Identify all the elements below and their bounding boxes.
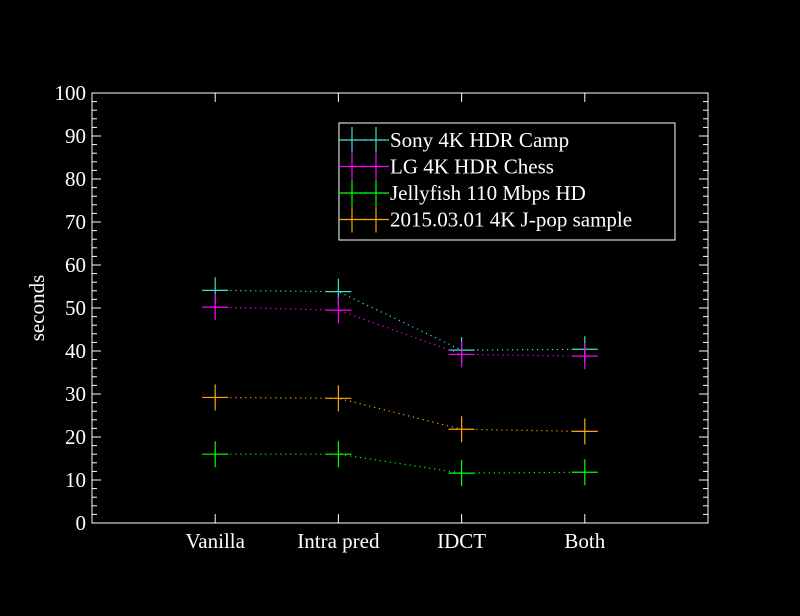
x-tick-label: Both xyxy=(564,529,605,553)
y-tick-label: 30 xyxy=(65,382,86,406)
data-point xyxy=(571,343,598,370)
series-2 xyxy=(202,441,598,487)
y-tick-label: 80 xyxy=(65,167,86,191)
y-tick-label: 50 xyxy=(65,296,86,320)
legend-marker xyxy=(339,180,365,206)
series-line xyxy=(215,289,585,351)
legend-marker xyxy=(363,127,389,153)
x-tick-label: IDCT xyxy=(437,529,486,553)
legend-label: Jellyfish 110 Mbps HD xyxy=(390,181,586,205)
data-point xyxy=(202,294,229,321)
y-tick-label: 90 xyxy=(65,124,86,148)
legend: Sony 4K HDR Camp LG 4K HDR ChessJellyfish… xyxy=(338,122,676,241)
y-axis-label: seconds xyxy=(25,275,49,342)
y-tick-label: 40 xyxy=(65,339,86,363)
y-tick-label: 0 xyxy=(76,511,87,535)
series-0 xyxy=(202,277,598,364)
legend-label: LG 4K HDR Chess xyxy=(390,155,554,179)
y-tick-label: 20 xyxy=(65,425,86,449)
legend-marker xyxy=(363,206,389,233)
legend-label: 2015.03.01 4K J-pop sample xyxy=(390,208,632,232)
data-point xyxy=(202,441,229,468)
data-point xyxy=(571,459,598,486)
legend-box xyxy=(338,122,676,241)
data-point xyxy=(325,441,352,468)
data-point xyxy=(448,460,475,487)
data-point xyxy=(571,418,598,445)
series-3 xyxy=(202,384,598,445)
x-tick-label: Intra pred xyxy=(297,529,380,553)
y-tick-label: 10 xyxy=(65,468,86,492)
legend-marker xyxy=(339,206,365,233)
series-1 xyxy=(202,294,598,370)
y-tick-label: 70 xyxy=(65,210,86,234)
legend-label: Sony 4K HDR Camp xyxy=(390,128,569,152)
legend-marker xyxy=(363,180,389,206)
data-point xyxy=(448,341,475,368)
y-tick-label: 100 xyxy=(55,81,87,105)
series-line xyxy=(215,306,585,357)
series-line xyxy=(215,453,585,474)
data-point xyxy=(325,385,352,412)
series-line xyxy=(215,396,585,433)
legend-marker xyxy=(339,153,365,180)
legend-marker xyxy=(363,153,389,180)
data-point xyxy=(448,416,475,443)
data-point xyxy=(325,297,352,324)
legend-marker xyxy=(339,127,365,153)
data-point xyxy=(202,384,229,411)
x-tick-label: Vanilla xyxy=(185,529,245,553)
y-tick-label: 60 xyxy=(65,253,86,277)
